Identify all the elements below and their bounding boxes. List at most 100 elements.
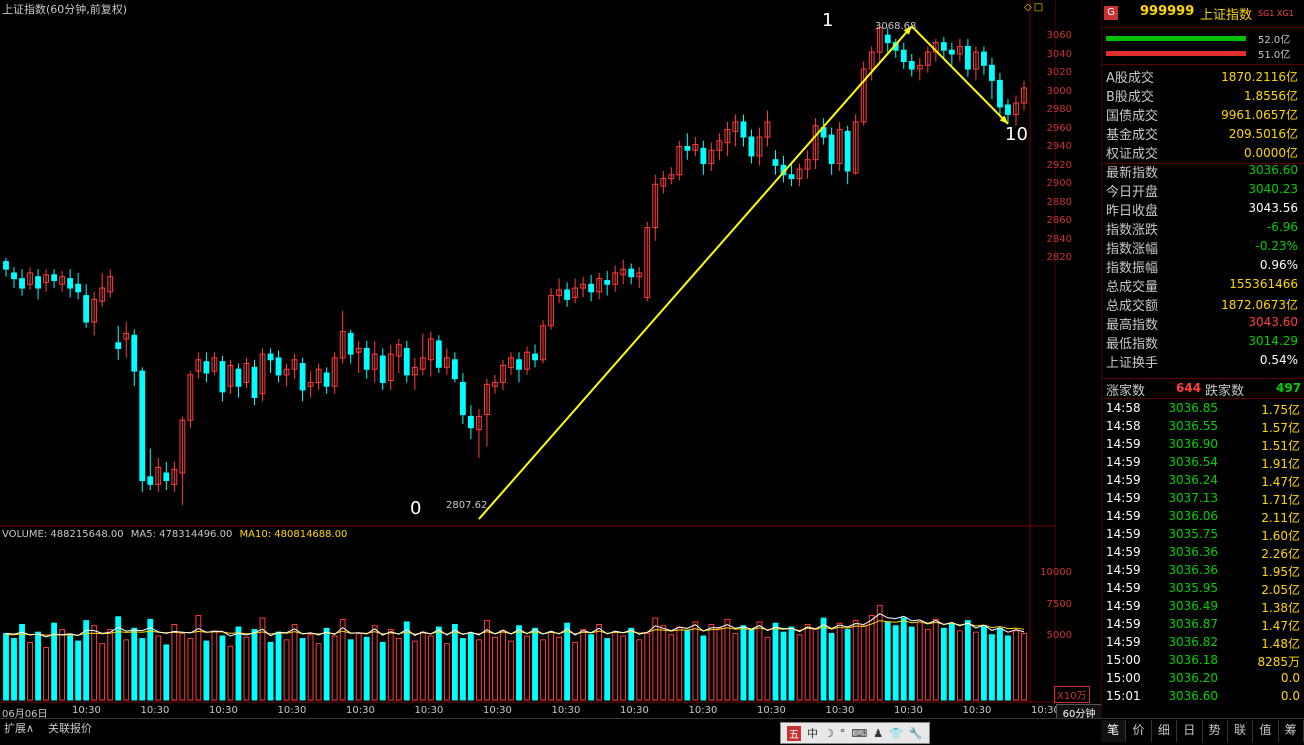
- tick-price: 3036.90: [1168, 437, 1218, 451]
- detail-tab[interactable]: 值: [1253, 720, 1279, 742]
- candle-body: [684, 145, 691, 151]
- ime-toolbar[interactable]: 五 中 ☽ ° ⌨ ♟ 👕 🔧: [780, 722, 930, 744]
- quote-row-label: 指数涨幅: [1106, 242, 1159, 257]
- detail-tab[interactable]: 筹: [1279, 720, 1304, 742]
- volume-bar: [203, 640, 210, 701]
- volume-bar: [508, 640, 514, 701]
- volume-bar: [227, 645, 234, 701]
- detail-tab[interactable]: 日: [1177, 720, 1203, 742]
- candle-body: [676, 145, 683, 176]
- detail-tab[interactable]: 联: [1228, 720, 1254, 742]
- detail-tab[interactable]: 价: [1126, 720, 1152, 742]
- volume-bar: [652, 617, 659, 701]
- candle-body: [275, 357, 282, 376]
- candle-body: [291, 359, 298, 370]
- tick-volume: 2.11亿: [1261, 511, 1300, 525]
- candle-body: [219, 361, 226, 393]
- volume-bar: [355, 632, 362, 701]
- candle-body: [395, 344, 402, 357]
- detail-tabs[interactable]: 笔价细日势联值筹: [1101, 720, 1304, 742]
- divider: [1101, 378, 1304, 379]
- detail-tab[interactable]: 笔: [1101, 720, 1127, 742]
- candle-body: [251, 366, 258, 399]
- volume-value: VOLUME: 488215648.00: [2, 529, 124, 540]
- ime-punct-icon[interactable]: °: [839, 726, 846, 740]
- tick-time: 15:00: [1106, 653, 1141, 667]
- kline-chart[interactable]: [0, 0, 1056, 704]
- price-tick-label: 2960: [1046, 122, 1072, 134]
- volume-bar: [572, 641, 579, 701]
- candle-body: [708, 149, 715, 164]
- candle-body: [532, 353, 538, 361]
- quote-row-value: 209.5016亿: [1228, 127, 1298, 141]
- tick-volume: 1.91亿: [1261, 457, 1300, 471]
- candle-body: [179, 419, 186, 474]
- tick-price: 3036.06: [1168, 509, 1218, 523]
- time-tick-label: 10:30: [483, 705, 512, 716]
- volume-bar: [187, 638, 194, 701]
- ime-user-icon[interactable]: ♟: [873, 726, 884, 740]
- volume-bar: [876, 604, 883, 701]
- time-tick-label: 10:30: [962, 705, 992, 716]
- g-badge[interactable]: G: [1104, 6, 1118, 20]
- candle-body: [387, 353, 394, 382]
- time-tick-label: 10:30: [757, 705, 786, 716]
- volume-bar: [123, 639, 130, 701]
- time-tick-label: 10:30: [72, 705, 101, 716]
- price-tick-label: 2900: [1046, 178, 1072, 189]
- volume-bar: [772, 622, 779, 701]
- volume-bar: [668, 634, 675, 701]
- tick-price: 3035.75: [1168, 527, 1218, 541]
- candle-body: [884, 34, 891, 44]
- time-tick-label: 10:30: [688, 705, 718, 716]
- candle-body: [259, 353, 266, 395]
- volume-bar: [796, 634, 803, 701]
- volume-bar: [219, 635, 226, 701]
- volume-bar: [532, 627, 538, 701]
- volume-bar: [708, 623, 715, 701]
- volume-bar: [644, 632, 651, 701]
- candle-body: [1013, 102, 1019, 115]
- buy-volume-label: 52.0亿: [1258, 35, 1291, 46]
- time-tick-label: 10:30: [277, 705, 307, 716]
- down-count: 497: [1276, 381, 1302, 395]
- kline-svg[interactable]: [0, 0, 1056, 704]
- candle-body: [403, 347, 410, 376]
- volume-bar: [620, 635, 627, 701]
- detail-tab[interactable]: 细: [1152, 720, 1178, 742]
- volume-bar: [636, 639, 643, 701]
- ime-moon-icon[interactable]: ☽: [824, 726, 834, 740]
- candle-body: [692, 144, 699, 151]
- volume-bar: [956, 630, 963, 701]
- sg-tag: SG1 XG1: [1258, 9, 1294, 18]
- related-quotes-button[interactable]: 关联报价: [48, 722, 92, 735]
- volume-bar: [139, 638, 146, 701]
- expand-button[interactable]: 扩展∧: [4, 722, 35, 735]
- quote-row-label: 国债成交: [1106, 109, 1159, 124]
- ime-logo-icon[interactable]: 五: [787, 725, 801, 741]
- volume-bar: [692, 621, 699, 701]
- candle-body: [748, 136, 755, 157]
- tick-time: 14:59: [1106, 563, 1141, 577]
- divider: [1101, 163, 1304, 164]
- detail-tab[interactable]: 势: [1203, 720, 1228, 742]
- quote-row-label: A股成交: [1106, 71, 1154, 86]
- ime-keyboard-icon[interactable]: ⌨: [851, 726, 868, 740]
- stock-name: 上证指数: [1200, 8, 1253, 23]
- volume-bar: [468, 632, 474, 701]
- volume-unit: X10万: [1054, 686, 1090, 703]
- ime-tool-icon[interactable]: 🔧: [908, 726, 923, 740]
- price-tick-label: 3020: [1046, 67, 1072, 78]
- volume-bar: [363, 636, 370, 701]
- volume-bar: [940, 627, 947, 701]
- volume-bar: [331, 635, 338, 701]
- candle-body: [51, 274, 58, 281]
- ime-mode-icon[interactable]: 中: [807, 727, 818, 740]
- price-tick-label: 3040: [1046, 48, 1072, 60]
- candle-body: [91, 298, 98, 323]
- chart-window-controls[interactable]: ◇□: [1024, 2, 1046, 13]
- ime-skin-icon[interactable]: 👕: [889, 726, 903, 740]
- price-tick-label: 2820: [1046, 252, 1072, 263]
- buy-volume-bar: [1106, 36, 1246, 41]
- tick-price: 3036.85: [1168, 401, 1218, 415]
